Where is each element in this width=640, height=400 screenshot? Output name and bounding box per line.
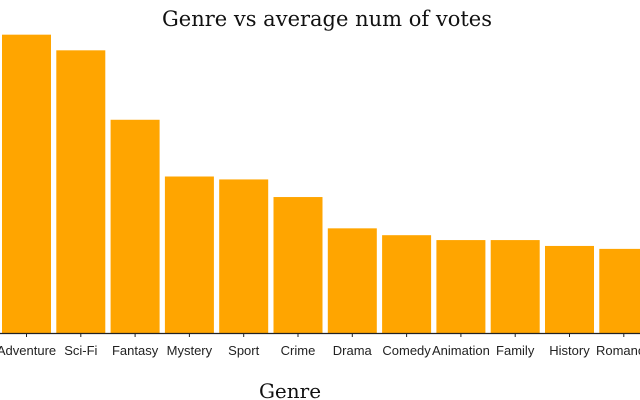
bar-sport — [219, 179, 269, 333]
x-tick-label: Romance — [596, 343, 640, 358]
bar-mystery — [164, 176, 214, 333]
bars-group — [2, 34, 640, 334]
bar-history — [545, 245, 594, 333]
x-tick-label: Adventure — [0, 343, 56, 358]
x-tick-label: Animation — [432, 343, 490, 358]
x-axis-label: Genre — [259, 379, 321, 400]
x-tick-label: Mystery — [167, 343, 213, 358]
x-tick-label: Sport — [228, 343, 259, 358]
bar-animation — [436, 240, 486, 333]
bar-fantasy — [110, 119, 160, 333]
chart-title: Genre vs average num of votes — [162, 7, 492, 31]
bar-sci-fi — [56, 50, 106, 334]
bar-adventure — [2, 34, 51, 333]
bar-family — [490, 240, 540, 333]
bar-romance — [599, 248, 640, 333]
x-tick-label: Sci-Fi — [64, 343, 97, 358]
bar-comedy — [382, 235, 432, 333]
x-tick-label: Crime — [281, 343, 316, 358]
bar-crime — [273, 197, 323, 333]
x-tick-label: Comedy — [382, 343, 431, 358]
bar-drama — [327, 228, 377, 333]
x-tick-label: Drama — [333, 343, 373, 358]
tick-labels-group: Adventure Sci-Fi Fantasy Mystery Sport Crime D… — [0, 333, 640, 358]
x-tick-label: Fantasy — [112, 343, 159, 358]
x-tick-label: Family — [496, 343, 535, 358]
x-tick-label: History — [549, 343, 590, 358]
